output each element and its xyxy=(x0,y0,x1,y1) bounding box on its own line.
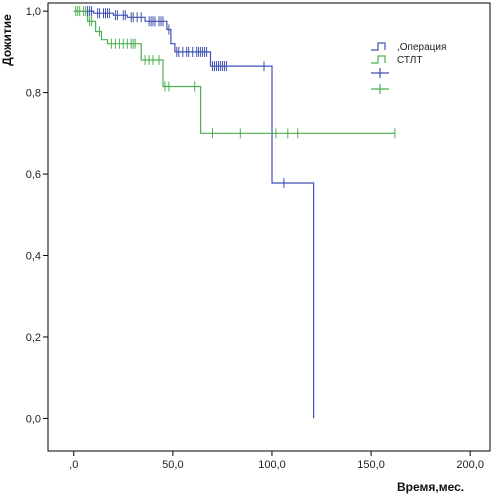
legend-swatch-stlt xyxy=(371,55,386,64)
x-tick-label: ,0 xyxy=(69,459,78,471)
y-tick-label: 0,6 xyxy=(26,169,41,181)
legend-censor-operation xyxy=(371,68,389,78)
plot-frame xyxy=(47,2,491,452)
y-tick-label: 0,8 xyxy=(26,88,41,100)
x-axis-title: Время,мес. xyxy=(397,480,464,494)
y-tick-label: 0,0 xyxy=(26,413,41,425)
y-tick-label: 1,0 xyxy=(26,6,41,18)
x-tick-label: 100,0 xyxy=(258,459,286,471)
legend-item-operation: ,Операция xyxy=(371,42,446,53)
y-axis-title: Дожитие xyxy=(0,14,14,66)
legend-censor-stlt xyxy=(371,84,389,94)
y-tick-label: 0,2 xyxy=(26,332,41,344)
y-tick-label: 0,4 xyxy=(26,251,41,263)
series-line-0 xyxy=(73,10,315,419)
x-tick-label: 200,0 xyxy=(456,459,484,471)
legend-item-stlt: СТЛТ xyxy=(371,55,422,66)
legend-swatch-operation xyxy=(371,42,386,51)
x-tick-label: 50,0 xyxy=(162,459,183,471)
legend: ,Операция СТЛТ xyxy=(371,42,446,94)
legend-label-stlt: СТЛТ xyxy=(397,55,422,66)
legend-label-operation: ,Операция xyxy=(397,42,446,53)
x-tick-label: 150,0 xyxy=(357,459,385,471)
